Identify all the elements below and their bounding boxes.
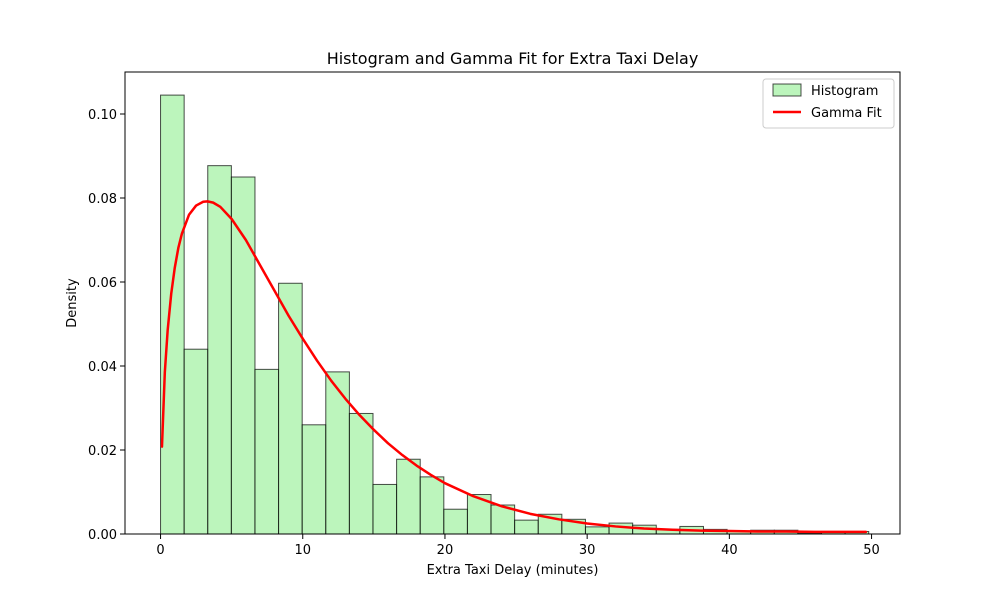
x-tick-label: 50	[863, 543, 880, 558]
histogram-bar	[419, 476, 445, 535]
y-axis-label: Density	[65, 278, 80, 328]
x-axis-ticks: 0 10 20 30 40 50	[156, 534, 880, 558]
x-tick-label: 0	[156, 543, 164, 558]
x-tick-label: 10	[294, 543, 311, 558]
legend: Histogram Gamma Fit	[762, 78, 895, 129]
y-tick-label: 0.00	[88, 528, 117, 543]
series-line-gamma-fit	[160, 200, 868, 534]
y-tick-label: 0.02	[88, 444, 117, 459]
legend-histogram-label: Histogram	[811, 84, 878, 99]
histogram-bar	[254, 368, 280, 535]
legend-histogram-swatch	[772, 83, 802, 97]
plot-area-frame	[124, 71, 901, 535]
x-axis-label: Extra Taxi Delay (minutes)	[427, 563, 599, 578]
histogram-bar	[443, 508, 468, 535]
y-tick-label: 0.10	[88, 108, 117, 123]
histogram-bar	[372, 483, 398, 535]
y-tick-label: 0.08	[88, 192, 117, 207]
histogram-bar	[325, 371, 350, 535]
histogram-bar	[301, 424, 327, 535]
y-axis-ticks: 0.00 0.02 0.04 0.06 0.08 0.10	[88, 108, 125, 543]
histogram-bar	[183, 348, 209, 535]
y-tick-label: 0.04	[88, 360, 117, 375]
y-tick-label: 0.06	[88, 276, 117, 291]
histogram-bar	[348, 412, 374, 535]
histogram-bar	[514, 519, 539, 535]
chart-title: Histogram and Gamma Fit for Extra Taxi D…	[327, 49, 699, 68]
histogram-bar	[396, 458, 421, 535]
histogram-bar	[230, 176, 256, 535]
histogram-bar	[160, 94, 185, 535]
histogram-bar	[207, 165, 232, 535]
x-tick-label: 40	[721, 543, 738, 558]
histogram-bar	[584, 526, 610, 535]
legend-gamma-fit-label: Gamma Fit	[811, 106, 882, 121]
histogram-bars	[160, 94, 870, 535]
x-tick-label: 30	[579, 543, 596, 558]
x-tick-label: 20	[437, 543, 454, 558]
